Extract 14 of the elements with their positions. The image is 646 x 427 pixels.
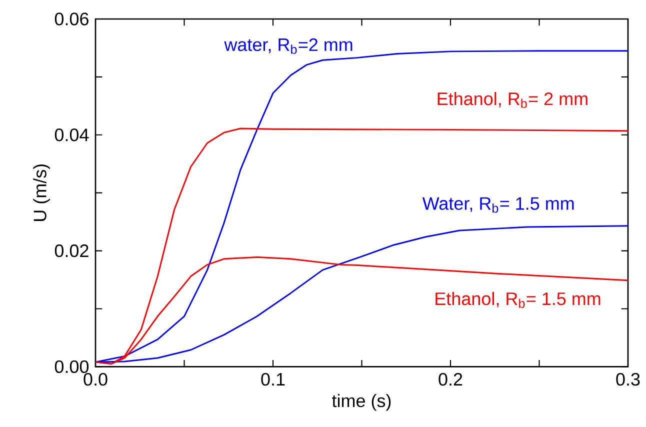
annotation: Ethanol, R$_{b}$= 2 mm xyxy=(438,92,588,108)
x-tick-label: 0.0 xyxy=(84,372,108,386)
y-tick-label: 0.04 xyxy=(54,128,89,142)
annotation: Water, R$_{b}$= 1.5 mm xyxy=(422,197,574,213)
y-tick-label: 0.06 xyxy=(54,12,88,26)
x-axis-title: time (s) xyxy=(332,394,391,411)
x-tick-label: 0.3 xyxy=(616,372,640,386)
x-tick-label: 0.2 xyxy=(438,372,462,386)
y-tick-label: 0.02 xyxy=(54,244,88,258)
annotation: Ethanol, R$_{b}$= 1.5 mm xyxy=(436,292,600,308)
y-tick-label: 0.00 xyxy=(54,360,89,374)
x-tick-label: 0.1 xyxy=(261,372,285,386)
y-axis-title: U (m/s) xyxy=(33,164,50,221)
annotation: water, R$_{b}$=2 mm xyxy=(224,38,352,54)
